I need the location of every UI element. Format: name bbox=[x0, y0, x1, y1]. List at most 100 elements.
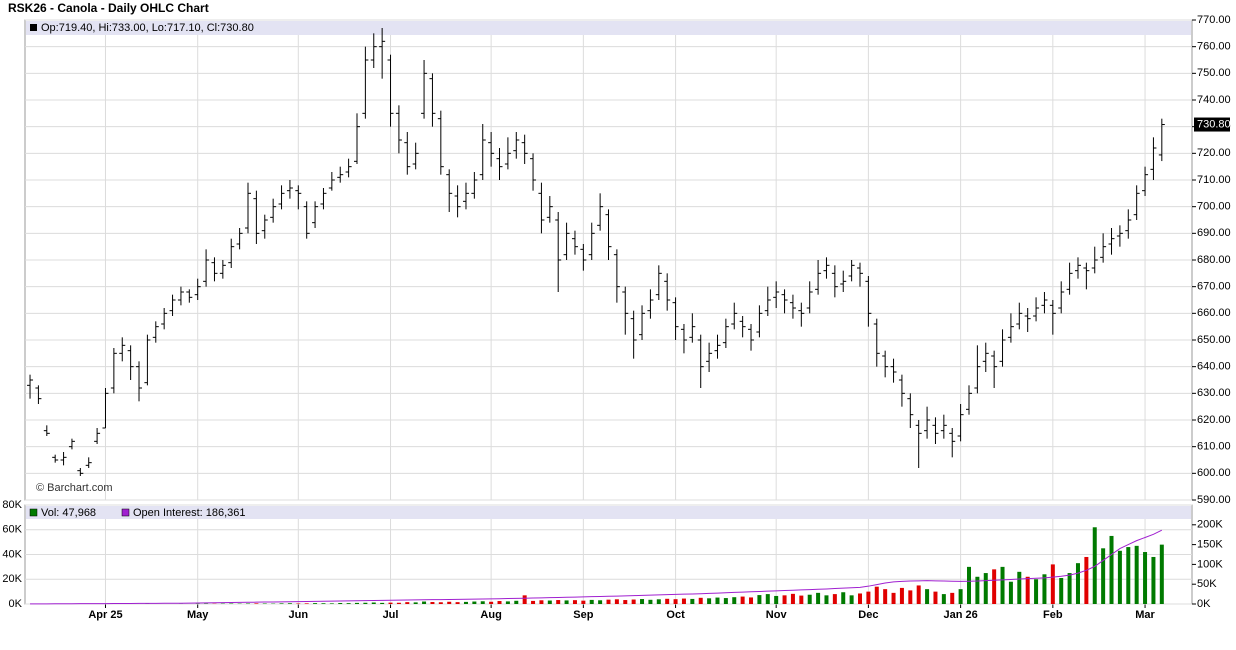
x-tick-label: Aug bbox=[480, 609, 501, 621]
volume-bar bbox=[640, 599, 644, 604]
volume-bar bbox=[892, 593, 896, 604]
volume-bar bbox=[1042, 574, 1046, 604]
y-tick-label: 20K bbox=[2, 573, 22, 585]
volume-bar bbox=[1026, 577, 1030, 604]
volume-bar bbox=[321, 603, 325, 604]
volume-bar bbox=[1076, 563, 1080, 604]
volume-bar bbox=[933, 592, 937, 604]
volume-bar bbox=[1009, 582, 1013, 604]
volume-bar bbox=[514, 601, 518, 604]
x-tick-label: Mar bbox=[1135, 609, 1155, 621]
y-tick-label: 700.00 bbox=[1197, 201, 1231, 213]
volume-bar bbox=[816, 593, 820, 604]
volume-bar bbox=[498, 601, 502, 604]
volume-bar bbox=[347, 603, 351, 604]
volume-bar bbox=[967, 567, 971, 604]
volume-bar bbox=[548, 601, 552, 604]
y-tick-label: 670.00 bbox=[1197, 281, 1231, 293]
volume-bar bbox=[464, 602, 468, 604]
volume-bar bbox=[757, 595, 761, 604]
volume-bar bbox=[1068, 573, 1072, 604]
y-tick-label: 770.00 bbox=[1197, 14, 1231, 26]
volume-bar bbox=[565, 600, 569, 604]
y2-tick-label: 150K bbox=[1197, 539, 1223, 551]
legend-entry: Vol: 47,968 bbox=[41, 507, 96, 519]
volume-bar bbox=[430, 602, 434, 604]
volume-bar bbox=[841, 592, 845, 604]
y-tick-label: 620.00 bbox=[1197, 414, 1231, 426]
legend-swatch bbox=[122, 509, 129, 516]
volume-bar bbox=[900, 588, 904, 604]
volume-bar bbox=[715, 598, 719, 604]
x-tick-label: Oct bbox=[666, 609, 685, 621]
volume-bar bbox=[883, 589, 887, 604]
y-tick-label: 710.00 bbox=[1197, 174, 1231, 186]
volume-bar bbox=[833, 594, 837, 604]
volume-bar bbox=[824, 595, 828, 604]
legend-swatch bbox=[30, 24, 37, 31]
volume-bar bbox=[682, 599, 686, 604]
volume-bar bbox=[950, 593, 954, 604]
volume-bar bbox=[598, 600, 602, 604]
volume-bar bbox=[1160, 545, 1164, 604]
volume-bar bbox=[397, 603, 401, 604]
volume-bar bbox=[1001, 567, 1005, 604]
volume-bar bbox=[766, 594, 770, 604]
x-tick-label: Jan 26 bbox=[943, 609, 977, 621]
volume-bar bbox=[489, 602, 493, 604]
x-tick-label: Jun bbox=[289, 609, 309, 621]
y-tick-label: 60K bbox=[2, 524, 22, 536]
volume-bar bbox=[858, 593, 862, 604]
volume-bar bbox=[531, 601, 535, 604]
y-tick-label: 0K bbox=[9, 598, 23, 610]
volume-bar bbox=[1084, 557, 1088, 604]
y-tick-label: 660.00 bbox=[1197, 307, 1231, 319]
volume-bar bbox=[581, 601, 585, 604]
volume-bar bbox=[1101, 548, 1105, 604]
y-tick-label: 720.00 bbox=[1197, 147, 1231, 159]
volume-bar bbox=[405, 602, 409, 604]
volume-bar bbox=[539, 600, 543, 604]
volume-bar bbox=[305, 603, 309, 604]
y-tick-label: 590.00 bbox=[1197, 494, 1231, 506]
volume-bar bbox=[389, 603, 393, 604]
volume-bar bbox=[1126, 547, 1130, 604]
volume-bar bbox=[1135, 546, 1139, 604]
volume-bar bbox=[372, 603, 376, 604]
volume-bar bbox=[254, 603, 258, 604]
volume-bar bbox=[774, 596, 778, 604]
volume-bar bbox=[355, 603, 359, 604]
volume-bar bbox=[1017, 572, 1021, 604]
x-tick-label: Feb bbox=[1043, 609, 1063, 621]
y2-tick-label: 0K bbox=[1197, 598, 1211, 610]
y2-tick-label: 100K bbox=[1197, 558, 1223, 570]
volume-bar bbox=[942, 594, 946, 604]
volume-bar bbox=[1110, 536, 1114, 604]
volume-bar bbox=[280, 603, 284, 604]
volume-bar bbox=[992, 569, 996, 604]
volume-bar bbox=[749, 597, 753, 604]
volume-bar bbox=[1051, 564, 1055, 604]
watermark: © Barchart.com bbox=[36, 482, 113, 494]
volume-bar bbox=[590, 600, 594, 604]
volume-bar bbox=[330, 603, 334, 604]
volume-bar bbox=[456, 602, 460, 604]
volume-bar bbox=[925, 589, 929, 604]
volume-bar bbox=[908, 590, 912, 604]
volume-bar bbox=[447, 602, 451, 604]
y-tick-label: 80K bbox=[2, 499, 22, 511]
volume-bar bbox=[623, 600, 627, 604]
volume-bar bbox=[506, 601, 510, 604]
volume-bar bbox=[288, 603, 292, 604]
y-tick-label: 760.00 bbox=[1197, 41, 1231, 53]
x-tick-label: May bbox=[187, 609, 209, 621]
volume-bar bbox=[607, 600, 611, 604]
volume-bar bbox=[422, 602, 426, 604]
volume-bar bbox=[674, 599, 678, 604]
volume-bar bbox=[850, 595, 854, 604]
volume-bar bbox=[1151, 557, 1155, 604]
volume-bar bbox=[1143, 552, 1147, 604]
volume-bar bbox=[363, 603, 367, 604]
volume-bar bbox=[732, 597, 736, 604]
volume-bar bbox=[657, 599, 661, 604]
